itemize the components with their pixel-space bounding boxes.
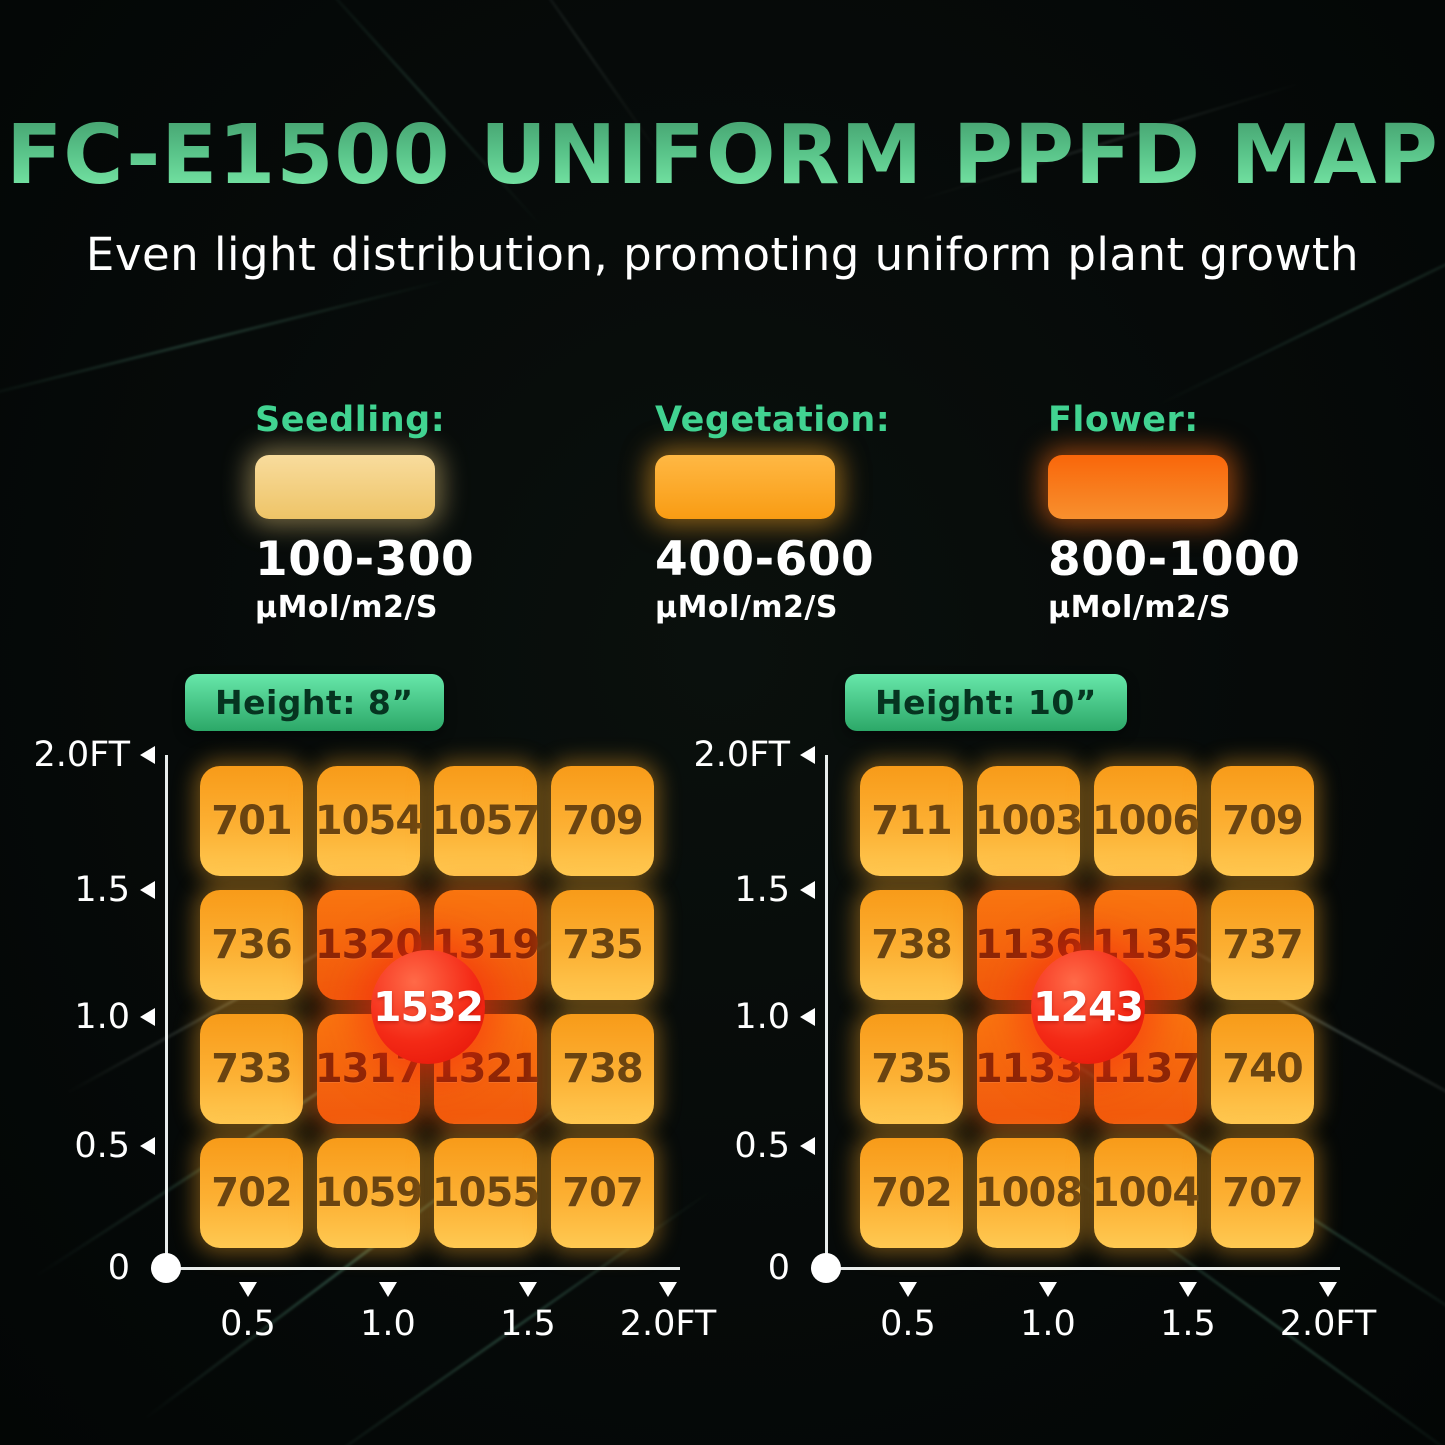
legend-label-seedling: Seedling: xyxy=(255,400,446,440)
x-tick-label: 0.5 xyxy=(220,1304,276,1344)
vegetation-range: 400-600 xyxy=(655,532,875,587)
y-axis-line xyxy=(165,755,168,1270)
y-zero-label: 0 xyxy=(107,1248,130,1288)
y-tick-label: 0.5 xyxy=(734,1126,790,1166)
y-tick-label: 0.5 xyxy=(74,1126,130,1166)
seedling-range: 100-300 xyxy=(255,532,475,587)
origin-dot xyxy=(811,1253,841,1283)
down-arrow-icon xyxy=(1039,1282,1057,1297)
x-axis-line xyxy=(165,1267,680,1270)
ppfd-cell: 736 xyxy=(200,890,303,1000)
ppfd-cell: 709 xyxy=(1211,766,1314,876)
y-tick-label: 2.0FT xyxy=(693,735,790,775)
y-zero-label: 0 xyxy=(767,1248,790,1288)
flower-range: 800-1000 xyxy=(1048,532,1301,587)
page-title: FC-E1500 UNIFORM PPFD MAP xyxy=(0,108,1445,203)
legend-label-vegetation: Vegetation: xyxy=(655,400,891,440)
down-arrow-icon xyxy=(239,1282,257,1297)
down-arrow-icon xyxy=(1179,1282,1197,1297)
y-tick-label: 1.5 xyxy=(74,870,130,910)
ppfd-cell: 709 xyxy=(551,766,654,876)
ppfd-cell: 1003 xyxy=(975,766,1083,876)
origin-dot xyxy=(151,1253,181,1283)
ppfd-cell: 1004 xyxy=(1092,1138,1200,1248)
ppfd-cell: 1054 xyxy=(315,766,423,876)
x-tick-label: 1.5 xyxy=(1160,1304,1216,1344)
ppfd-cell: 733 xyxy=(200,1014,303,1124)
legend-item-vegetation: Vegetation: 400-600 µMol/m2/S xyxy=(655,400,955,625)
left-arrow-icon xyxy=(800,881,815,899)
left-arrow-icon xyxy=(140,1137,155,1155)
height-badge: Height: 10” xyxy=(845,674,1127,731)
legend-item-flower: Flower: 800-1000 µMol/m2/S xyxy=(1048,400,1348,625)
x-tick-label: 1.0 xyxy=(360,1304,416,1344)
ppfd-cell: 737 xyxy=(1211,890,1314,1000)
background-streak xyxy=(0,277,453,406)
y-tick-label: 1.0 xyxy=(74,997,130,1037)
ppfd-panel-height-8: Height: 8” 2.0FT 1.5 1.0 0.5 0 701 1054 … xyxy=(33,670,730,1380)
flower-unit: µMol/m2/S xyxy=(1048,590,1231,625)
down-arrow-icon xyxy=(519,1282,537,1297)
peak-value-bubble: 1532 xyxy=(371,950,485,1064)
flower-color-swatch xyxy=(1048,455,1228,519)
y-tick-label: 1.0 xyxy=(734,997,790,1037)
legend-item-seedling: Seedling: 100-300 µMol/m2/S xyxy=(255,400,555,625)
left-arrow-icon xyxy=(800,746,815,764)
vegetation-unit: µMol/m2/S xyxy=(655,590,838,625)
ppfd-cell: 707 xyxy=(551,1138,654,1248)
ppfd-cell: 1055 xyxy=(432,1138,540,1248)
down-arrow-icon xyxy=(379,1282,397,1297)
left-arrow-icon xyxy=(140,1008,155,1026)
ppfd-cell: 738 xyxy=(860,890,963,1000)
y-axis-line xyxy=(825,755,828,1270)
left-arrow-icon xyxy=(140,881,155,899)
ppfd-panel-height-10: Height: 10” 2.0FT 1.5 1.0 0.5 0 711 1003… xyxy=(693,670,1390,1380)
ppfd-cell: 1059 xyxy=(315,1138,423,1248)
vegetation-color-swatch xyxy=(655,455,835,519)
seedling-color-swatch xyxy=(255,455,435,519)
ppfd-cell: 1006 xyxy=(1092,766,1200,876)
ppfd-cell: 702 xyxy=(860,1138,963,1248)
ppfd-cell: 711 xyxy=(860,766,963,876)
left-arrow-icon xyxy=(800,1137,815,1155)
down-arrow-icon xyxy=(659,1282,677,1297)
seedling-unit: µMol/m2/S xyxy=(255,590,438,625)
ppfd-cell: 701 xyxy=(200,766,303,876)
legend-label-flower: Flower: xyxy=(1048,400,1199,440)
height-badge: Height: 8” xyxy=(185,674,444,731)
ppfd-cell: 738 xyxy=(551,1014,654,1124)
peak-value-bubble: 1243 xyxy=(1031,950,1145,1064)
down-arrow-icon xyxy=(899,1282,917,1297)
ppfd-cell: 735 xyxy=(551,890,654,1000)
ppfd-cell: 1057 xyxy=(432,766,540,876)
page-subtitle: Even light distribution, promoting unifo… xyxy=(85,228,1360,281)
x-axis-line xyxy=(825,1267,1340,1270)
ppfd-cell: 707 xyxy=(1211,1138,1314,1248)
x-tick-label: 1.5 xyxy=(500,1304,556,1344)
y-tick-label: 2.0FT xyxy=(33,735,130,775)
background-streak xyxy=(1153,194,1445,409)
ppfd-cell: 740 xyxy=(1211,1014,1314,1124)
ppfd-cell: 1008 xyxy=(975,1138,1083,1248)
left-arrow-icon xyxy=(800,1008,815,1026)
down-arrow-icon xyxy=(1319,1282,1337,1297)
ppfd-cell: 735 xyxy=(860,1014,963,1124)
x-tick-label: 2.0FT xyxy=(1279,1304,1377,1344)
ppfd-grid: 711 1003 1006 709 738 1136 1135 737 735 … xyxy=(860,766,1314,1248)
x-tick-label: 1.0 xyxy=(1020,1304,1076,1344)
left-arrow-icon xyxy=(140,746,155,764)
x-tick-label: 2.0FT xyxy=(619,1304,717,1344)
x-tick-label: 0.5 xyxy=(880,1304,936,1344)
ppfd-cell: 702 xyxy=(200,1138,303,1248)
y-tick-label: 1.5 xyxy=(734,870,790,910)
